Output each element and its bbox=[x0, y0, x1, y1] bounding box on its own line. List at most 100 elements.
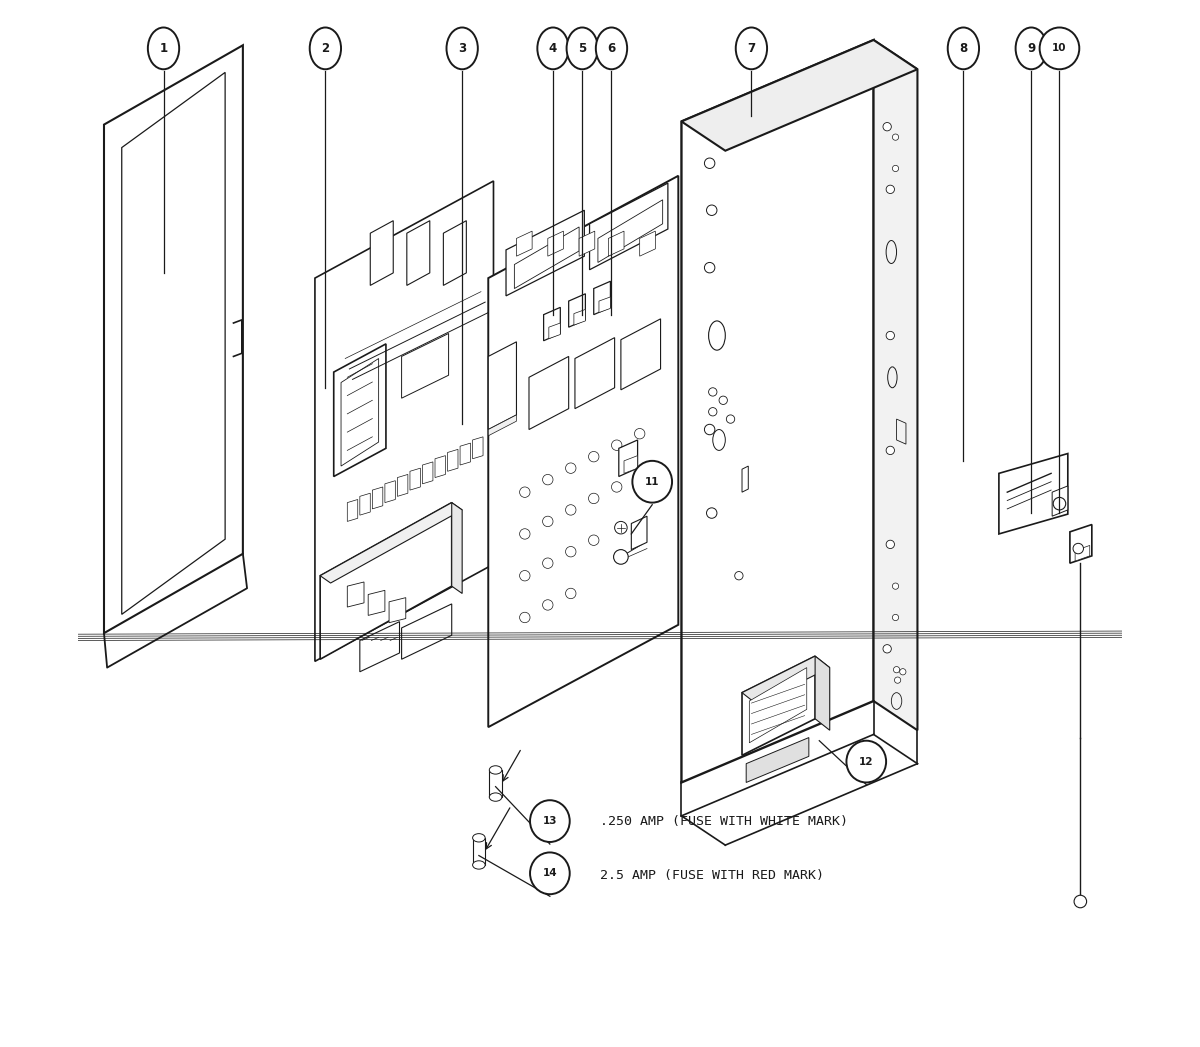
Circle shape bbox=[894, 677, 901, 684]
Circle shape bbox=[520, 571, 530, 581]
Circle shape bbox=[708, 387, 716, 396]
Ellipse shape bbox=[948, 27, 979, 69]
Ellipse shape bbox=[538, 27, 569, 69]
Circle shape bbox=[734, 572, 743, 580]
Circle shape bbox=[704, 158, 715, 169]
Polygon shape bbox=[516, 231, 532, 257]
Polygon shape bbox=[402, 604, 451, 660]
Circle shape bbox=[635, 428, 644, 439]
Text: 3: 3 bbox=[458, 42, 467, 54]
Polygon shape bbox=[397, 474, 408, 496]
Circle shape bbox=[1073, 543, 1084, 554]
Text: 10: 10 bbox=[1052, 43, 1067, 53]
Ellipse shape bbox=[892, 693, 901, 710]
Ellipse shape bbox=[310, 27, 341, 69]
Polygon shape bbox=[580, 231, 595, 257]
Text: 2.5 AMP (FUSE WITH RED MARK): 2.5 AMP (FUSE WITH RED MARK) bbox=[600, 869, 824, 882]
Circle shape bbox=[542, 474, 553, 485]
Polygon shape bbox=[334, 343, 386, 476]
Circle shape bbox=[886, 331, 894, 339]
Polygon shape bbox=[341, 358, 379, 466]
Text: 8: 8 bbox=[959, 42, 967, 54]
Polygon shape bbox=[407, 221, 430, 286]
Polygon shape bbox=[371, 221, 394, 286]
Circle shape bbox=[612, 440, 622, 450]
Polygon shape bbox=[314, 181, 493, 662]
Circle shape bbox=[588, 535, 599, 545]
Circle shape bbox=[704, 424, 715, 435]
Circle shape bbox=[893, 583, 899, 589]
Polygon shape bbox=[896, 419, 906, 444]
Polygon shape bbox=[640, 231, 655, 257]
Ellipse shape bbox=[846, 740, 886, 782]
Polygon shape bbox=[1075, 545, 1090, 561]
Polygon shape bbox=[589, 183, 668, 270]
Polygon shape bbox=[631, 516, 647, 550]
Polygon shape bbox=[490, 770, 502, 797]
Ellipse shape bbox=[1039, 27, 1079, 69]
Text: 5: 5 bbox=[578, 42, 587, 54]
Polygon shape bbox=[746, 737, 809, 782]
Circle shape bbox=[613, 550, 628, 564]
Polygon shape bbox=[515, 227, 580, 289]
Polygon shape bbox=[624, 455, 637, 473]
Ellipse shape bbox=[530, 800, 570, 842]
Text: 12: 12 bbox=[859, 757, 874, 766]
Polygon shape bbox=[448, 449, 458, 471]
Ellipse shape bbox=[473, 861, 485, 869]
Circle shape bbox=[1074, 895, 1087, 908]
Ellipse shape bbox=[148, 27, 179, 69]
Polygon shape bbox=[320, 503, 451, 660]
Polygon shape bbox=[749, 668, 806, 742]
Circle shape bbox=[565, 505, 576, 515]
Polygon shape bbox=[575, 337, 614, 408]
Ellipse shape bbox=[632, 461, 672, 503]
Circle shape bbox=[565, 547, 576, 557]
Ellipse shape bbox=[566, 27, 598, 69]
Polygon shape bbox=[619, 440, 637, 476]
Polygon shape bbox=[548, 324, 560, 338]
Circle shape bbox=[1054, 497, 1066, 510]
Polygon shape bbox=[608, 231, 624, 257]
Ellipse shape bbox=[530, 852, 570, 894]
Polygon shape bbox=[488, 176, 678, 727]
Circle shape bbox=[707, 508, 716, 518]
Polygon shape bbox=[1070, 525, 1092, 563]
Text: 1: 1 bbox=[160, 42, 168, 54]
Polygon shape bbox=[443, 221, 467, 286]
Text: 13: 13 bbox=[542, 816, 557, 826]
Circle shape bbox=[542, 600, 553, 610]
Polygon shape bbox=[436, 455, 445, 477]
Polygon shape bbox=[506, 210, 584, 296]
Text: 9: 9 bbox=[1027, 42, 1036, 54]
Polygon shape bbox=[488, 341, 516, 429]
Circle shape bbox=[893, 134, 899, 140]
Polygon shape bbox=[473, 838, 485, 865]
Circle shape bbox=[588, 451, 599, 462]
Polygon shape bbox=[473, 437, 484, 459]
Polygon shape bbox=[360, 622, 400, 672]
Polygon shape bbox=[402, 333, 449, 398]
Text: 2: 2 bbox=[322, 42, 330, 54]
Circle shape bbox=[565, 463, 576, 473]
Circle shape bbox=[886, 446, 894, 454]
Ellipse shape bbox=[713, 429, 725, 450]
Circle shape bbox=[726, 415, 734, 423]
Circle shape bbox=[894, 667, 900, 673]
Circle shape bbox=[614, 521, 628, 534]
Polygon shape bbox=[488, 415, 516, 436]
Polygon shape bbox=[104, 45, 242, 633]
Ellipse shape bbox=[886, 241, 896, 264]
Text: 11: 11 bbox=[644, 476, 660, 487]
Ellipse shape bbox=[1015, 27, 1046, 69]
Ellipse shape bbox=[708, 321, 725, 350]
Circle shape bbox=[542, 516, 553, 527]
Circle shape bbox=[900, 669, 906, 675]
Circle shape bbox=[565, 588, 576, 599]
Polygon shape bbox=[1052, 486, 1068, 516]
Polygon shape bbox=[682, 40, 918, 151]
Polygon shape bbox=[368, 591, 385, 616]
Polygon shape bbox=[742, 656, 829, 705]
Polygon shape bbox=[815, 656, 829, 730]
Ellipse shape bbox=[736, 27, 767, 69]
